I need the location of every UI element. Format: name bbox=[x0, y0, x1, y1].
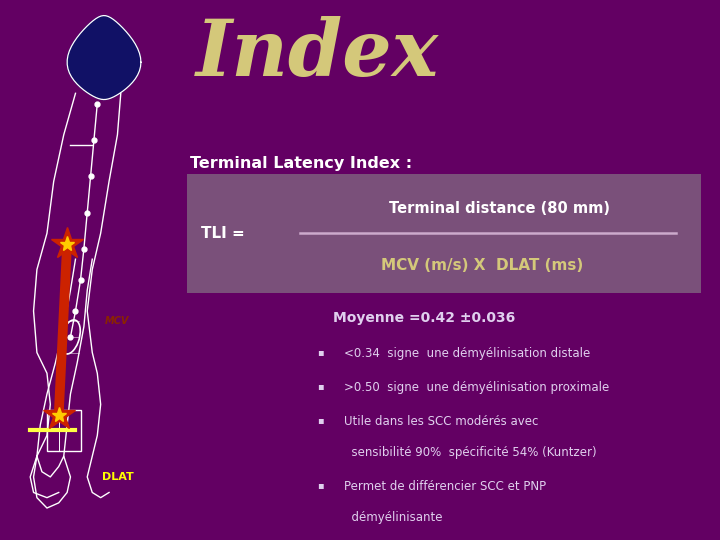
Text: ▪: ▪ bbox=[317, 347, 323, 357]
Bar bbox=[154, 0, 168, 518]
FancyBboxPatch shape bbox=[187, 174, 701, 293]
Text: ▪: ▪ bbox=[317, 381, 323, 391]
Text: Index: Index bbox=[195, 16, 438, 92]
Text: TLI =: TLI = bbox=[201, 226, 245, 241]
Text: ▪: ▪ bbox=[317, 415, 323, 425]
Text: <0.34  signe  une démyélinisation distale: <0.34 signe une démyélinisation distale bbox=[344, 347, 590, 360]
Bar bbox=[47, 409, 81, 451]
Text: MCV: MCV bbox=[105, 316, 130, 326]
Text: Utile dans les SCC modérés avec: Utile dans les SCC modérés avec bbox=[344, 415, 539, 428]
Text: démyélinisante: démyélinisante bbox=[344, 511, 443, 524]
Text: Permet de différencier SCC et PNP: Permet de différencier SCC et PNP bbox=[344, 480, 546, 492]
Text: Terminal distance (80 mm): Terminal distance (80 mm) bbox=[389, 201, 610, 215]
Text: DLAT: DLAT bbox=[102, 472, 133, 482]
Text: >0.50  signe  une démyélinisation proximale: >0.50 signe une démyélinisation proximal… bbox=[344, 381, 610, 394]
Polygon shape bbox=[67, 16, 141, 99]
Text: Terminal Latency Index :: Terminal Latency Index : bbox=[190, 156, 412, 171]
Text: sensibilité 90%  spécificité 54% (Kuntzer): sensibilité 90% spécificité 54% (Kuntzer… bbox=[344, 446, 597, 459]
Text: ▪: ▪ bbox=[317, 480, 323, 490]
Text: MCV (m/s) X  DLAT (ms): MCV (m/s) X DLAT (ms) bbox=[382, 258, 584, 273]
Text: Moyenne =0.42 ±0.036: Moyenne =0.42 ±0.036 bbox=[333, 311, 516, 325]
